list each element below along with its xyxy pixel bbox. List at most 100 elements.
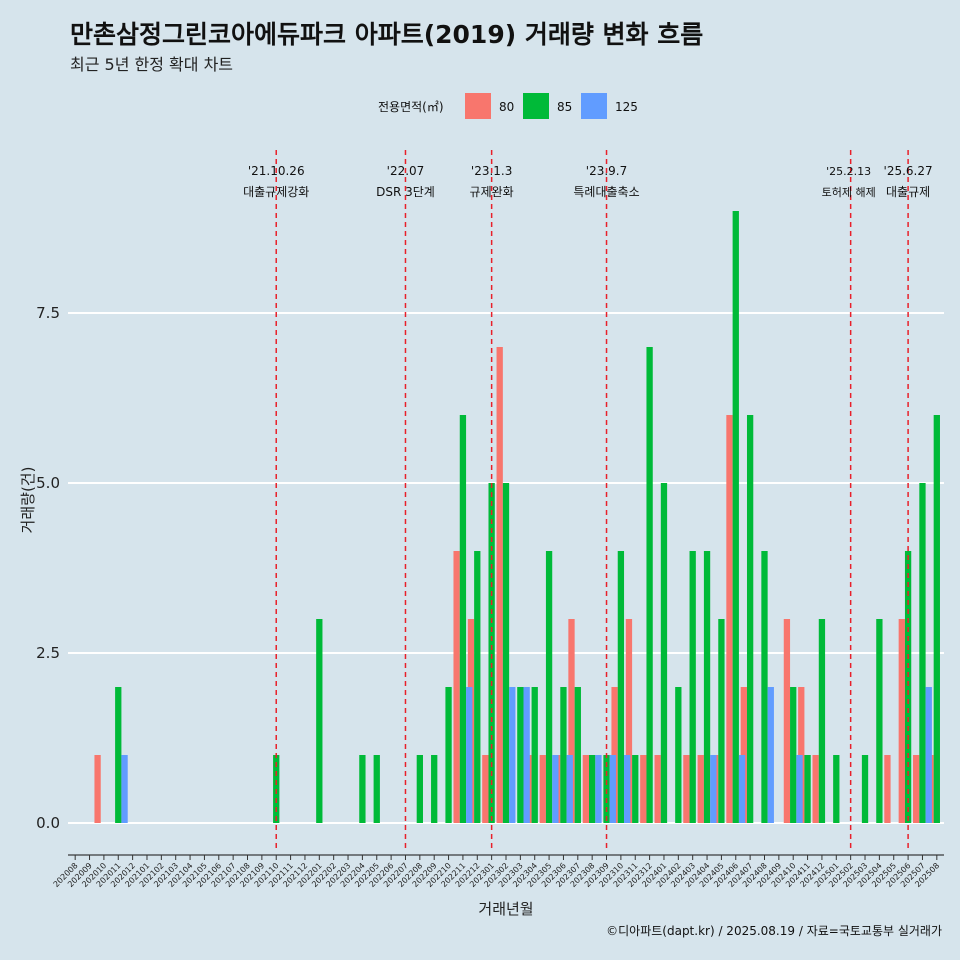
bar [683,755,690,823]
bar [539,755,546,823]
event-label: DSR 3단계 [376,185,435,199]
bar [732,211,739,823]
bar [115,687,122,823]
event-label: 토허제 해제 [822,185,876,199]
bar [474,551,481,823]
event-date: '23.1.3 [471,164,512,178]
bar [496,347,503,823]
bar [726,415,733,823]
y-tick-label: 2.5 [36,644,60,662]
bar [718,619,725,823]
bar [919,483,926,823]
y-axis-ticks: 0.0 2.5 5.0 7.5 [36,304,60,832]
y-axis-label: 거래량(건) [19,467,37,534]
event-date: '23.9.7 [586,164,627,178]
event-label: 대출규제 [886,185,930,199]
legend-label-85: 85 [557,100,572,114]
bar [617,551,625,823]
legend-swatch-85 [523,93,549,119]
bar [783,619,791,823]
event-date: '22.07 [387,164,425,178]
bar [316,619,323,823]
legend-label-80: 80 [499,100,514,114]
bar [595,755,602,823]
event-date: '25.2.13 [826,165,871,178]
bar [531,687,538,823]
bar [523,687,530,823]
bar [884,755,891,823]
bar [689,551,696,823]
bar [574,687,581,823]
bar [509,687,516,823]
legend-swatch-80 [465,93,491,119]
bar [566,755,573,823]
bar [833,755,840,823]
chart-title: 만촌삼정그린코아에듀파크 아파트(2019) 거래량 변화 흐름 [70,20,703,49]
bar [416,755,423,823]
bar [453,551,460,823]
legend-label-125: 125 [615,100,638,114]
bar [925,687,932,823]
bar [933,415,940,823]
event-date: '21.10.26 [248,164,305,178]
bar [517,687,524,823]
y-tick-label: 7.5 [36,304,60,322]
bar [545,551,553,823]
bar [697,755,704,823]
bar [359,755,366,823]
bar [660,483,668,823]
bar [609,755,616,823]
x-axis-ticks: 2020082020092020102020112020122021012021… [52,855,941,889]
bar [646,347,653,823]
bar [675,687,682,823]
bar [818,619,826,823]
event-label: 특례대출축소 [573,185,639,199]
legend: 전용면적(㎡) 80 85 125 [378,93,638,119]
legend-swatch-125 [581,93,607,119]
bar [913,755,920,823]
y-tick-label: 0.0 [36,814,60,832]
bar [904,551,912,823]
bar [632,755,639,823]
bar [121,755,128,823]
bar [790,687,797,823]
bar [898,619,905,823]
bar [640,755,647,823]
legend-title: 전용면적(㎡) [378,100,444,114]
bar [431,755,438,823]
bar [703,551,711,823]
bar [582,755,590,823]
bar [94,755,101,823]
event-label: 규제완화 [470,185,514,199]
bar [796,755,803,823]
bar [445,687,452,823]
bar [373,755,380,823]
bar [861,755,869,823]
bar [560,687,567,823]
bar [654,755,661,823]
bar [459,415,467,823]
bar [746,415,754,823]
bar [625,619,633,823]
x-axis-label: 거래년월 [478,900,533,918]
y-tick-label: 5.0 [36,474,60,492]
bar [482,755,489,823]
bar [812,755,819,823]
bar [738,755,746,823]
event-lines: '21.10.26 대출규제강화 '22.07 DSR 3단계 '23.1.3 규제완화 '… [243,150,933,848]
chart-caption: ©디아파트(dapt.kr) / 2025.08.19 / 자료=국토교통부 실… [606,924,942,938]
bar [876,619,883,823]
bar [502,483,510,823]
bar [488,483,495,823]
bar [761,551,768,823]
event-label: 대출규제강화 [243,185,309,199]
chart-subtitle: 최근 5년 한정 확대 차트 [70,55,233,74]
bar [568,619,575,823]
bar [710,755,717,823]
bar [767,687,774,823]
bar [589,755,596,823]
bar [466,687,473,823]
bar [552,755,559,823]
bar [804,755,811,823]
